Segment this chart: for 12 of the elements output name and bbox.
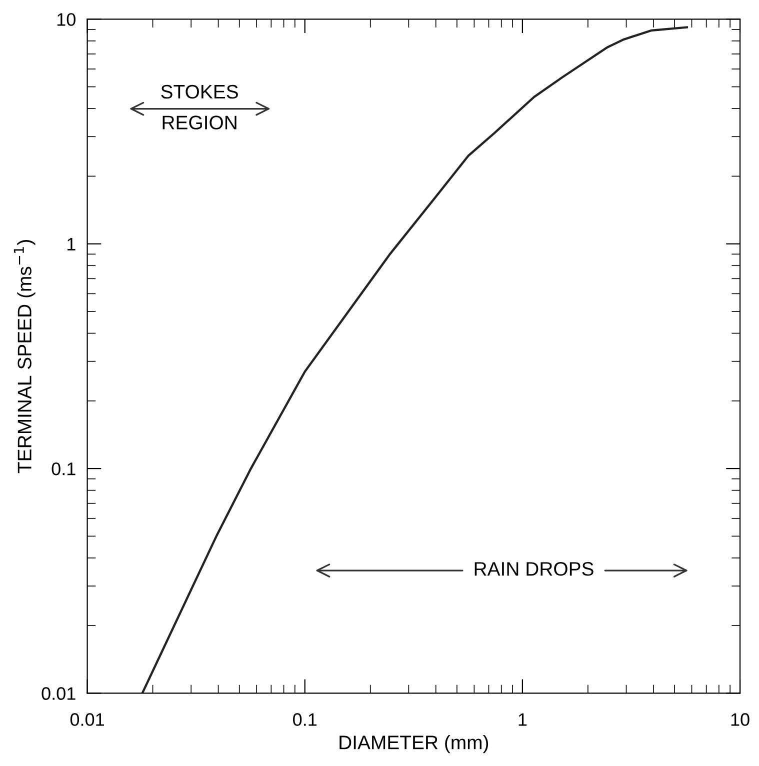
annotation: RAIN DROPS [474,562,594,576]
x-tick-label: 10 [731,713,750,726]
x-axis-title: DIAMETER (mm) [340,735,488,754]
annotation: STOKES REGION [161,84,238,130]
y-axis-title: TERMINAL SPEED (ms$^{−1}$) [14,240,36,474]
x-tick-label: 0.01 [70,713,104,726]
y-tick-label: 0.1 [52,462,76,476]
y-tick-label: 10 [57,13,76,26]
x-tick-label: 0.1 [293,713,317,726]
y-tick-label: 0.01 [42,687,76,700]
y-tick-label: 1 [68,238,76,250]
x-tick-label: 1 [518,713,527,726]
